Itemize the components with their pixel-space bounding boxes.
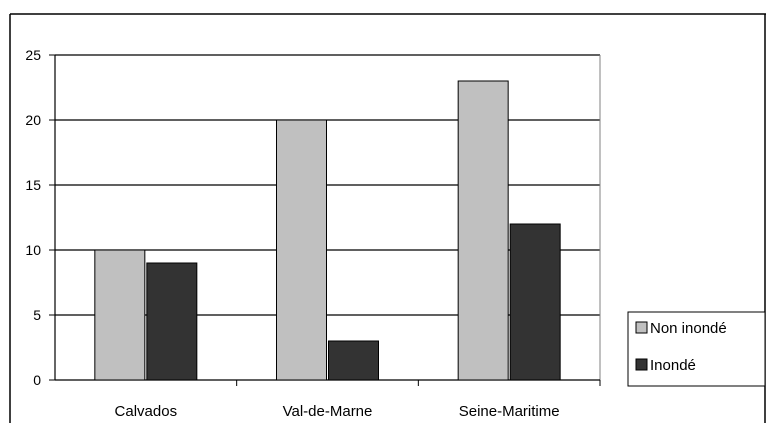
axis-labels: 0 5 10 15 20 25 Calvados Val-de-Marne Seine-Mari… bbox=[25, 47, 559, 420]
gridlines bbox=[55, 54, 600, 316]
legend-label-1: Inondé bbox=[650, 357, 696, 374]
legend-swatch-0 bbox=[635, 321, 648, 334]
legend-swatch-1 bbox=[635, 358, 648, 371]
y-tick-label: 0 bbox=[33, 372, 41, 388]
bar-non-inonde-0 bbox=[94, 249, 146, 381]
legend-box bbox=[627, 311, 766, 387]
bar-inonde-1 bbox=[328, 340, 379, 381]
y-tick-label: 20 bbox=[25, 112, 41, 128]
y-tick-label: 15 bbox=[25, 177, 41, 193]
y-tick-label: 5 bbox=[33, 307, 41, 323]
bar-inonde-0 bbox=[146, 262, 198, 381]
y-tick-label: 25 bbox=[25, 47, 41, 63]
category-label: Val-de-Marne bbox=[283, 403, 373, 420]
legend: Non inondé Inondé bbox=[627, 311, 766, 387]
bar-inonde-2 bbox=[509, 223, 561, 381]
y-tick-label: 10 bbox=[25, 242, 41, 258]
category-label: Calvados bbox=[115, 403, 178, 420]
bar-non-inonde-2 bbox=[457, 80, 509, 381]
bars bbox=[94, 80, 561, 381]
category-label: Seine-Maritime bbox=[459, 403, 560, 420]
bar-non-inonde-1 bbox=[276, 119, 327, 381]
legend-label-0: Non inondé bbox=[650, 320, 727, 337]
axes bbox=[49, 54, 601, 386]
